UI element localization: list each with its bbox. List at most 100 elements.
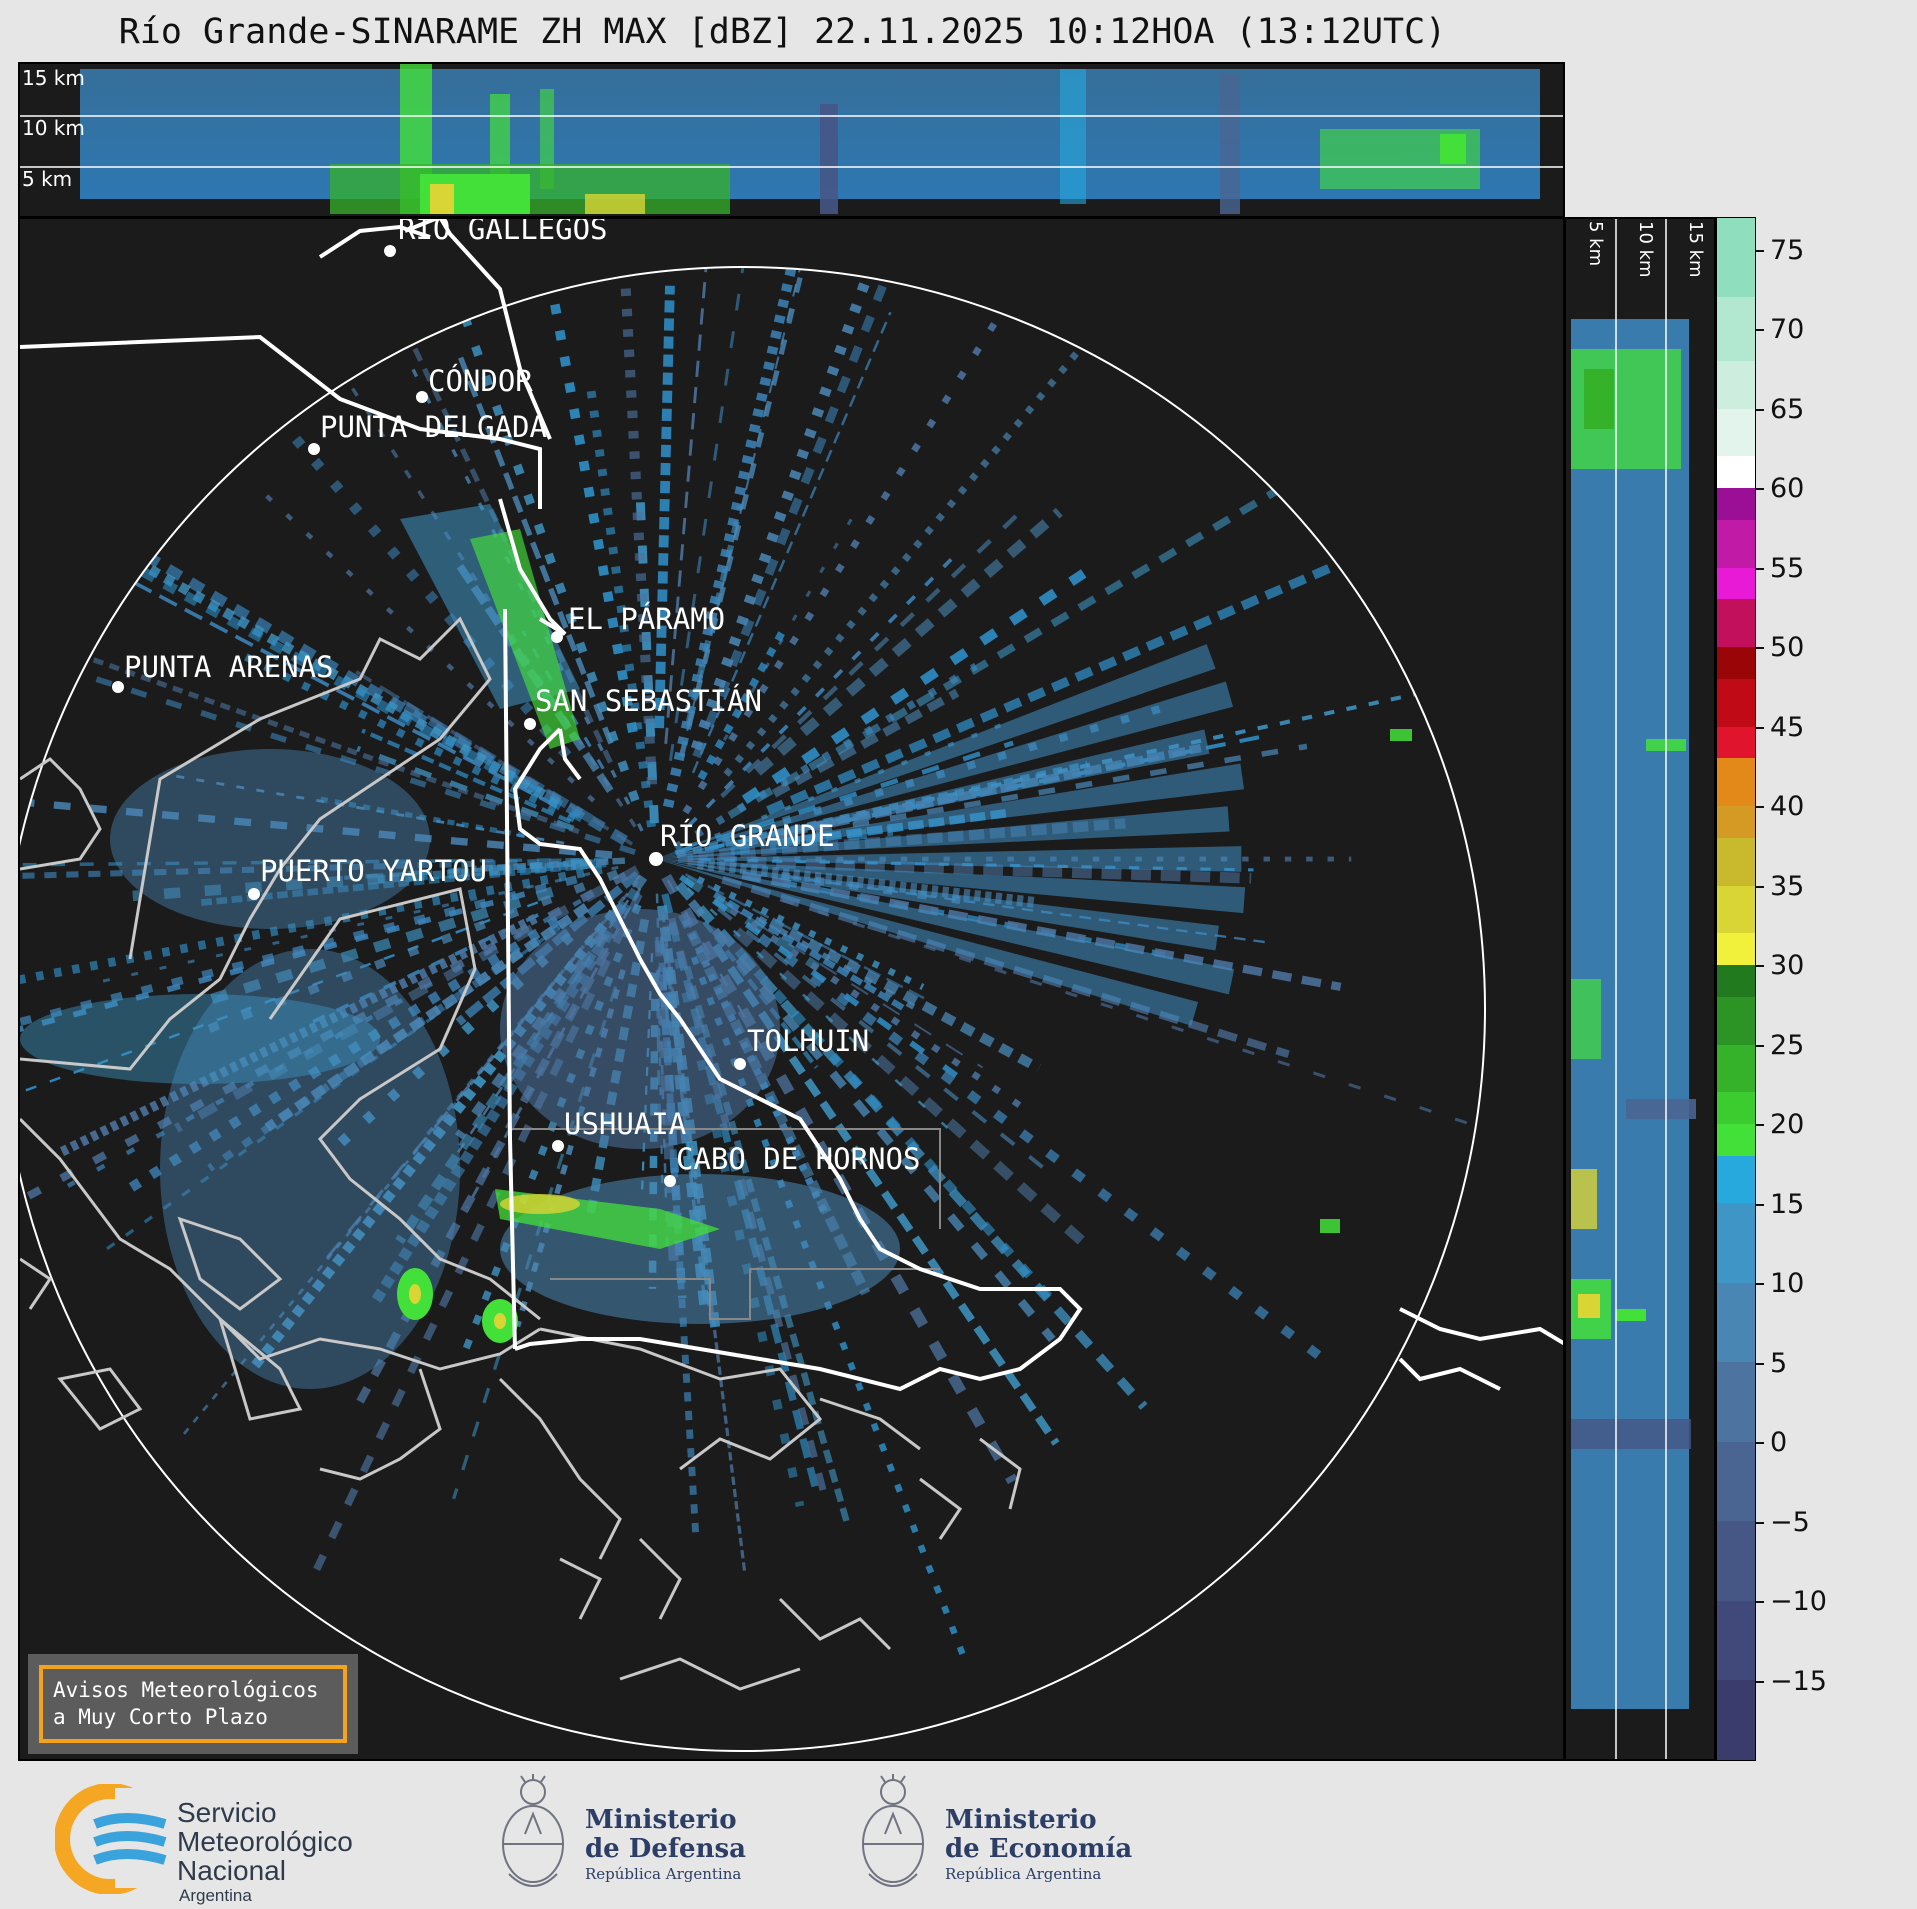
colorbar-segment: [1717, 647, 1755, 679]
side-profile-echoes: [1571, 319, 1696, 1709]
colorbar-segment: [1717, 456, 1755, 489]
svg-text:RÍO GRANDE: RÍO GRANDE: [660, 819, 835, 853]
page-title: Río Grande-SINARAME ZH MAX [dBZ] 22.11.2…: [118, 12, 1447, 52]
colorbar-segment: [1717, 1362, 1755, 1442]
smn-logo-text: Servicio Meteorológico Nacional Argentin…: [177, 1797, 353, 1905]
colorbar-segment: [1717, 806, 1755, 838]
colorbar-segment: [1717, 1155, 1755, 1204]
defensa-logo-text: Ministerio de Defensa República Argentin…: [585, 1805, 746, 1884]
top-alt-label-15: 15 km: [22, 66, 85, 90]
colorbar-segment: [1717, 1441, 1755, 1522]
colorbar-segment: [1717, 1123, 1755, 1156]
side-alt-label-10: 10 km: [1635, 221, 1656, 278]
notice-box: Avisos Meteorológicos a Muy Corto Plazo: [28, 1654, 358, 1754]
range-ring: [20, 266, 1486, 1752]
colorbar-segment: [1717, 726, 1755, 759]
colorbar-tick-label: −15: [1770, 1665, 1827, 1697]
side-height-profile: 5 km 10 km 15 km: [1564, 217, 1716, 1761]
colorbar-segment: [1717, 361, 1755, 409]
colorbar-segment: [1717, 408, 1755, 457]
colorbar-segment: [1717, 965, 1755, 997]
colorbar-segment: [1717, 837, 1755, 886]
colorbar-segment: [1717, 885, 1755, 934]
svg-text:CABO DE HORNOS: CABO DE HORNOS: [676, 1142, 920, 1176]
city-cabo-de-hornos[interactable]: CABO DE HORNOS: [664, 1142, 920, 1187]
top-height-profile: 15 km 10 km 5 km: [18, 62, 1565, 218]
colorbar-tick-label: 55: [1770, 552, 1805, 584]
colorbar-tick-label: 0: [1770, 1427, 1788, 1459]
notice-line-2: a Muy Corto Plazo: [53, 1705, 268, 1729]
argentina-coat-of-arms-icon: [502, 1774, 564, 1887]
smn-emblem-icon: [55, 1784, 175, 1894]
top-alt-label-10: 10 km: [22, 116, 85, 140]
colorbar-tick-label: 5: [1770, 1347, 1788, 1379]
colorbar-tick-label: 15: [1770, 1188, 1805, 1220]
side-alt-label-15: 15 km: [1685, 221, 1706, 278]
colorbar-segment: [1717, 678, 1755, 727]
radar-map[interactable]: RÍO GALLEGOS CÓNDOR PUNTA DELGADA EL PÁR…: [18, 217, 1565, 1761]
colorbar-tick-label: 20: [1770, 1109, 1805, 1141]
colorbar-tick-label: 60: [1770, 473, 1805, 505]
colorbar-tick-label: −5: [1770, 1506, 1810, 1538]
svg-text:PUNTA DELGADA: PUNTA DELGADA: [320, 410, 547, 444]
svg-text:USHUAIA: USHUAIA: [564, 1107, 686, 1141]
notice-inner: Avisos Meteorológicos a Muy Corto Plazo: [39, 1665, 347, 1743]
svg-text:EL PÁRAMO: EL PÁRAMO: [568, 602, 725, 636]
colorbar-segment: [1717, 758, 1755, 807]
city-rio-gallegos[interactable]: RÍO GALLEGOS: [384, 219, 608, 257]
top-profile-svg: 15 km 10 km 5 km: [20, 64, 1563, 214]
side-alt-label-5: 5 km: [1585, 221, 1606, 266]
colorbar-segment: [1717, 488, 1755, 520]
colorbar-tick-label: 50: [1770, 632, 1805, 664]
svg-text:SAN SEBASTIÁN: SAN SEBASTIÁN: [535, 684, 762, 718]
smn-logo[interactable]: Servicio Meteorológico Nacional Argentin…: [55, 1784, 385, 1905]
city-punta-delgada[interactable]: PUNTA DELGADA: [308, 410, 547, 455]
colorbar-segment: [1717, 1680, 1755, 1760]
notice-line-1: Avisos Meteorológicos: [53, 1678, 319, 1702]
colorbar-tick-label: 10: [1770, 1268, 1805, 1300]
defensa-logo[interactable]: Ministerio de Defensa República Argentin…: [495, 1774, 755, 1904]
colorbar-tick-label: 75: [1770, 234, 1805, 266]
svg-text:PUNTA ARENAS: PUNTA ARENAS: [124, 650, 334, 684]
radar-map-svg: RÍO GALLEGOS CÓNDOR PUNTA DELGADA EL PÁR…: [20, 219, 1563, 1752]
colorbar-segment: [1717, 1092, 1755, 1124]
colorbar-tick-label: 65: [1770, 393, 1805, 425]
top-profile-echoes: [80, 64, 1540, 214]
province-boundaries: [510, 1128, 941, 1320]
colorbar-tick-label: 40: [1770, 791, 1805, 823]
city-punta-arenas[interactable]: PUNTA ARENAS: [112, 650, 334, 693]
svg-text:RÍO GALLEGOS: RÍO GALLEGOS: [398, 219, 608, 246]
city-condor[interactable]: CÓNDOR: [416, 364, 533, 403]
coastlines: [20, 616, 1022, 1691]
top-alt-label-5: 5 km: [22, 167, 72, 191]
cities: RÍO GALLEGOS CÓNDOR PUNTA DELGADA EL PÁR…: [112, 219, 920, 1187]
colorbar-segment: [1717, 996, 1755, 1045]
city-puerto-yartou[interactable]: PUERTO YARTOU: [248, 854, 487, 900]
svg-text:CÓNDOR: CÓNDOR: [428, 364, 533, 398]
side-profile-svg: 5 km 10 km 15 km: [1571, 219, 1706, 1759]
city-san-sebastian[interactable]: SAN SEBASTIÁN: [524, 684, 762, 730]
colorbar-tick-label: 30: [1770, 950, 1805, 982]
colorbar-segment: [1717, 599, 1755, 648]
colorbar-segment: [1717, 933, 1755, 966]
footer-logos: Servicio Meteorológico Nacional Argentin…: [0, 1770, 1917, 1909]
city-ushuaia[interactable]: USHUAIA: [552, 1107, 686, 1152]
economia-logo[interactable]: Ministerio de Economía República Argenti…: [855, 1774, 1135, 1904]
colorbar-segment: [1717, 1044, 1755, 1093]
colorbar-tick-label: 35: [1770, 870, 1805, 902]
dbz-colorbar: [1716, 217, 1756, 1761]
city-rio-grande[interactable]: RÍO GRANDE: [649, 819, 835, 866]
svg-text:TOLHUIN: TOLHUIN: [747, 1024, 869, 1058]
echo-rays: [20, 267, 1485, 1660]
city-el-paramo[interactable]: EL PÁRAMO: [551, 602, 725, 643]
colorbar-tick-label: −10: [1770, 1586, 1827, 1618]
economia-logo-text: Ministerio de Economía República Argenti…: [945, 1805, 1133, 1884]
colorbar-tick-label: 25: [1770, 1029, 1805, 1061]
country-borders: [20, 219, 1563, 1392]
argentina-coat-of-arms-icon: [862, 1774, 924, 1887]
colorbar-segment: [1717, 218, 1755, 298]
colorbar-segment: [1717, 1203, 1755, 1283]
colorbar-segment: [1717, 1600, 1755, 1681]
city-tolhuin[interactable]: TOLHUIN: [734, 1024, 869, 1070]
colorbar-tick-label: 70: [1770, 314, 1805, 346]
